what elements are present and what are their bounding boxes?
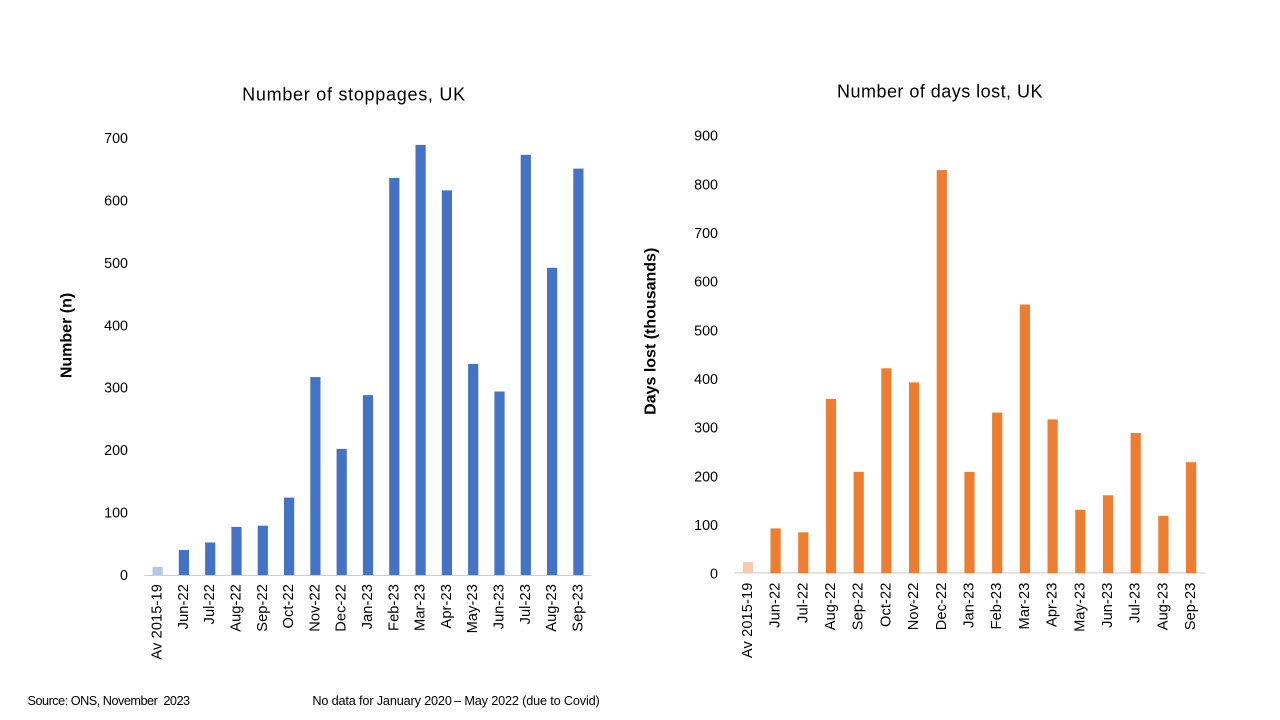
svg-text:400: 400	[104, 318, 128, 334]
svg-text:Oct-22: Oct-22	[281, 584, 297, 629]
svg-text:Av 2015-19: Av 2015-19	[150, 584, 166, 660]
svg-text:Jun-23: Jun-23	[492, 584, 508, 629]
svg-text:0: 0	[120, 568, 128, 584]
svg-text:700: 700	[104, 131, 128, 147]
svg-text:Jun-23: Jun-23	[1100, 583, 1116, 628]
svg-text:800: 800	[694, 177, 718, 193]
svg-text:Dec-22: Dec-22	[334, 584, 350, 632]
svg-text:Aug-23: Aug-23	[544, 584, 560, 632]
svg-text:300: 300	[104, 381, 128, 397]
svg-text:Aug-22: Aug-22	[229, 584, 245, 632]
svg-text:Jun-22: Jun-22	[176, 584, 192, 629]
svg-text:Dec-22: Dec-22	[934, 583, 950, 631]
svg-text:600: 600	[694, 275, 718, 291]
svg-text:Number of stoppages, UK: Number of stoppages, UK	[242, 85, 466, 105]
svg-text:Jul-23: Jul-23	[518, 584, 534, 624]
svg-text:May-23: May-23	[1072, 583, 1088, 632]
svg-text:Aug-23: Aug-23	[1155, 583, 1171, 631]
svg-text:900: 900	[694, 129, 718, 145]
svg-text:Mar-23: Mar-23	[1017, 583, 1033, 630]
svg-text:500: 500	[694, 323, 718, 339]
svg-text:Jul-22: Jul-22	[795, 583, 811, 623]
svg-text:No data for January 2020 – May: No data for January 2020 – May 2022 (due…	[312, 694, 599, 708]
svg-text:200: 200	[104, 443, 128, 459]
svg-text:Aug-22: Aug-22	[823, 583, 839, 631]
svg-text:Feb-23: Feb-23	[989, 583, 1005, 630]
svg-text:Nov-22: Nov-22	[307, 584, 323, 632]
svg-text:100: 100	[694, 518, 718, 534]
svg-text:700: 700	[694, 226, 718, 242]
svg-text:100: 100	[104, 506, 128, 522]
svg-text:Oct-22: Oct-22	[878, 583, 894, 628]
svg-text:Jan-23: Jan-23	[360, 584, 376, 629]
svg-text:Apr-23: Apr-23	[439, 584, 455, 629]
svg-text:Sep-23: Sep-23	[1183, 583, 1199, 631]
svg-text:Mar-23: Mar-23	[413, 584, 429, 631]
svg-text:Nov-22: Nov-22	[906, 583, 922, 631]
svg-text:Av 2015-19: Av 2015-19	[740, 583, 756, 659]
svg-text:200: 200	[694, 469, 718, 485]
svg-text:Source: ONS, November 2023: Source: ONS, November 2023	[28, 694, 191, 708]
svg-text:Apr-23: Apr-23	[1045, 583, 1061, 628]
svg-text:Days lost (thousands): Days lost (thousands)	[643, 248, 660, 415]
svg-text:Sep-23: Sep-23	[570, 584, 586, 632]
svg-text:500: 500	[104, 256, 128, 272]
svg-text:0: 0	[710, 567, 718, 583]
svg-text:Sep-22: Sep-22	[851, 583, 867, 631]
svg-text:Jan-23: Jan-23	[962, 583, 978, 628]
svg-text:Jul-22: Jul-22	[202, 584, 218, 624]
svg-text:400: 400	[694, 372, 718, 388]
svg-text:600: 600	[104, 193, 128, 209]
svg-text:300: 300	[694, 421, 718, 437]
svg-text:Jul-23: Jul-23	[1128, 583, 1144, 623]
svg-text:Number (n): Number (n)	[59, 293, 76, 378]
svg-text:Number of days lost, UK: Number of days lost, UK	[837, 82, 1043, 102]
svg-text:Sep-22: Sep-22	[255, 584, 271, 632]
svg-text:Feb-23: Feb-23	[386, 584, 402, 631]
svg-text:Jun-22: Jun-22	[768, 583, 784, 628]
svg-text:May-23: May-23	[465, 584, 481, 633]
